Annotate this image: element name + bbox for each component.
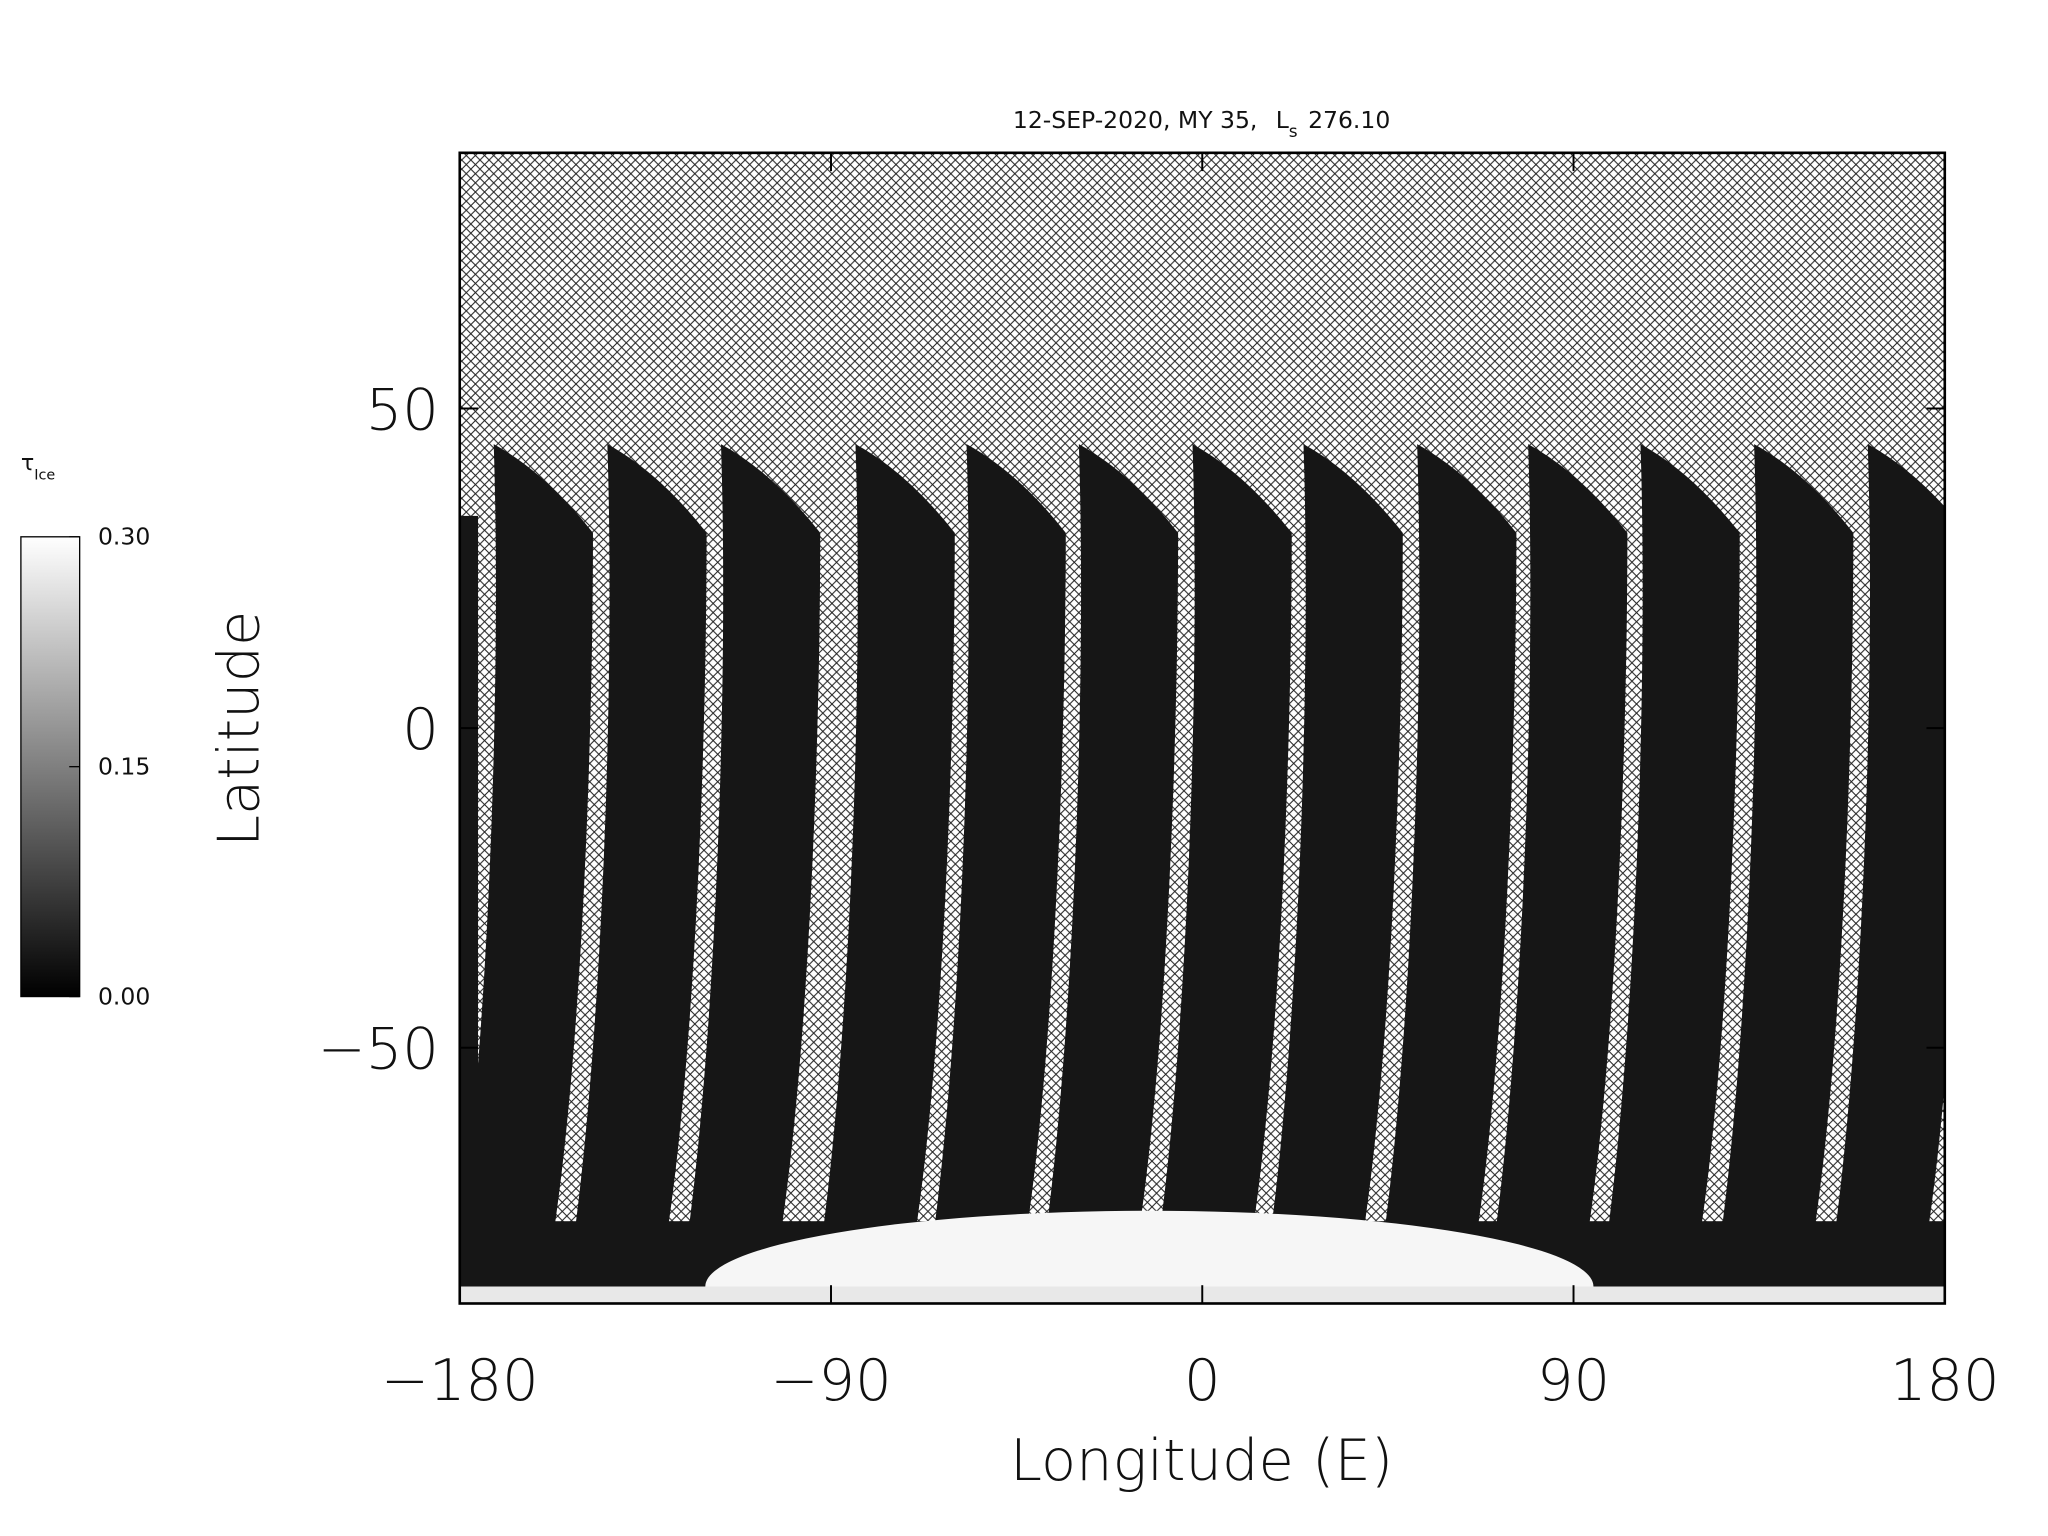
y-tick-label: 0 <box>402 696 439 763</box>
swath <box>1266 444 1403 1261</box>
x-tick-label: 0 <box>1184 1347 1221 1414</box>
swath <box>459 515 479 1304</box>
x-axis-label: Longitude (E) <box>1010 1427 1393 1494</box>
colorbar-subscript: Ice <box>34 467 55 483</box>
colorbar-symbol: τ <box>21 450 34 476</box>
swath <box>570 444 707 1261</box>
swath <box>459 444 593 1260</box>
swath <box>1603 444 1740 1261</box>
plot-root: 12-SEP-2020, MY 35, Ls 276.10 Longitude (E… <box>20 106 2000 1494</box>
polar-ice <box>705 1210 1594 1304</box>
swaths <box>459 444 1945 1304</box>
x-tick-label: −180 <box>381 1347 539 1414</box>
colorbar-tick-label: 0.15 <box>98 753 150 781</box>
swath <box>684 444 821 1261</box>
title-ls-value: 276.10 <box>1308 106 1390 134</box>
swath <box>1831 444 1945 1261</box>
y-tick-label: −50 <box>318 1016 439 1083</box>
swath <box>818 444 955 1261</box>
x-tick-label: 180 <box>1890 1347 2000 1414</box>
y-tick-label: 50 <box>366 376 439 443</box>
title-text: 12-SEP-2020, MY 35, <box>1013 106 1258 134</box>
swath <box>1491 444 1628 1261</box>
x-tick-label: −90 <box>770 1347 891 1414</box>
swath <box>1155 444 1292 1261</box>
chart-title: 12-SEP-2020, MY 35, Ls 276.10 <box>1013 106 1390 142</box>
title-ls-sub: s <box>1289 122 1298 142</box>
swath <box>1380 444 1517 1261</box>
title-ls: L <box>1276 106 1289 134</box>
y-axis-label: Latitude <box>206 611 273 847</box>
colorbar-tick-label: 0.00 <box>98 982 150 1010</box>
swath <box>1717 444 1854 1261</box>
colorbar-label: τIce <box>21 450 55 483</box>
x-tick-label: 90 <box>1537 1347 1610 1414</box>
swath <box>1042 444 1179 1261</box>
colorbar-tick-label: 0.30 <box>98 523 150 551</box>
swath <box>929 444 1066 1261</box>
